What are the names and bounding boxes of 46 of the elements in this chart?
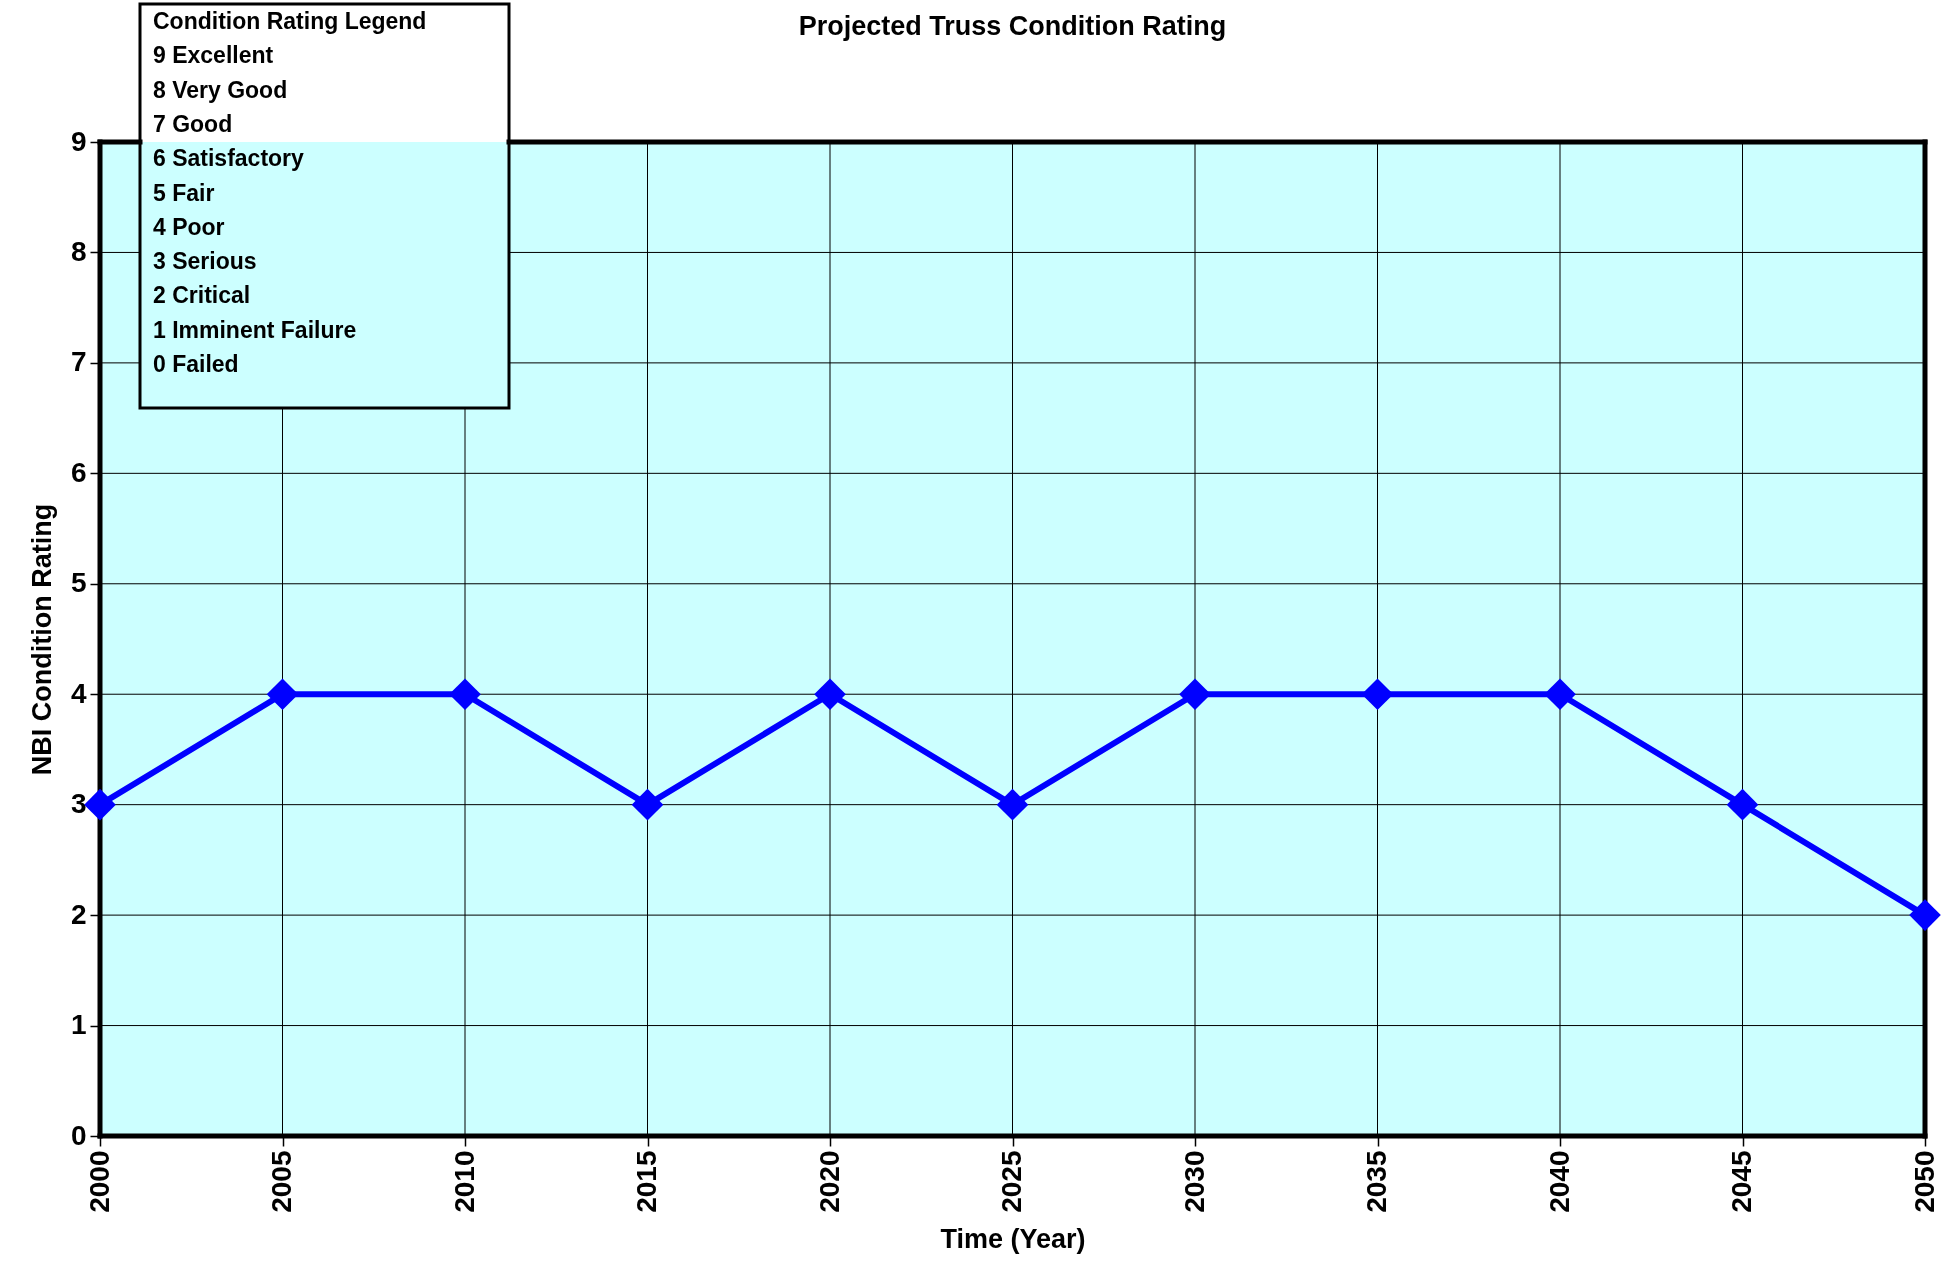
y-tick-label: 0 bbox=[70, 1119, 87, 1151]
y-tick-label: 5 bbox=[70, 567, 87, 599]
x-tick-label: 2015 bbox=[631, 1150, 662, 1213]
annotation: 5 Fair bbox=[153, 179, 215, 206]
y-tick-label: 7 bbox=[70, 346, 87, 378]
x-tick-label: 2010 bbox=[448, 1150, 480, 1213]
x-tick-label: 2005 bbox=[266, 1150, 297, 1213]
text: 7 Good bbox=[153, 110, 233, 137]
point bbox=[996, 788, 1029, 821]
point bbox=[1544, 678, 1576, 711]
point bbox=[1179, 678, 1211, 711]
chart-title: Projected Truss Condition Rating bbox=[798, 10, 1227, 41]
annotation: 3 Serious bbox=[153, 248, 257, 275]
x-tick-label: 2030 bbox=[1178, 1150, 1210, 1213]
y-axis-title: NBI Condition Rating bbox=[26, 503, 57, 776]
annotation: 4 Poor bbox=[153, 213, 225, 240]
point bbox=[84, 788, 116, 821]
x-tick-label: 2035 bbox=[1361, 1150, 1392, 1213]
y-tick-label: 9 bbox=[70, 125, 87, 157]
y-tick-label: 4 bbox=[70, 677, 87, 709]
point bbox=[1361, 678, 1394, 711]
annotation: 6 Satisfactory bbox=[153, 145, 305, 172]
text: Condition Rating Legend bbox=[153, 8, 427, 34]
y-tick-label: 3 bbox=[70, 788, 87, 820]
text: 8 Very Good bbox=[153, 76, 288, 103]
point bbox=[814, 678, 846, 711]
point bbox=[1726, 788, 1759, 821]
x-tick-label: 2025 bbox=[996, 1150, 1027, 1213]
x-tick-label: 2000 bbox=[83, 1150, 115, 1213]
annotation: 0 Failed bbox=[153, 351, 239, 377]
annotation: 1 Imminent Failure bbox=[153, 316, 357, 343]
annotation: 2 Critical bbox=[153, 282, 251, 309]
x-tick-label: 2020 bbox=[813, 1150, 845, 1213]
y-tick-label: 6 bbox=[70, 456, 87, 488]
x-tick-label: 2040 bbox=[1543, 1150, 1575, 1213]
point bbox=[449, 678, 481, 711]
point bbox=[1909, 899, 1941, 931]
y-tick-label: 1 bbox=[70, 1009, 87, 1041]
x-tick-label: 2050 bbox=[1908, 1150, 1940, 1213]
x-axis-title: Time (Year) bbox=[940, 1223, 1086, 1254]
y-tick-label: 8 bbox=[70, 235, 87, 267]
text: 9 Excellent bbox=[153, 42, 274, 69]
point bbox=[631, 788, 664, 821]
y-tick-label: 2 bbox=[70, 898, 87, 930]
x-tick-label: 2045 bbox=[1726, 1150, 1757, 1213]
point bbox=[266, 678, 299, 711]
